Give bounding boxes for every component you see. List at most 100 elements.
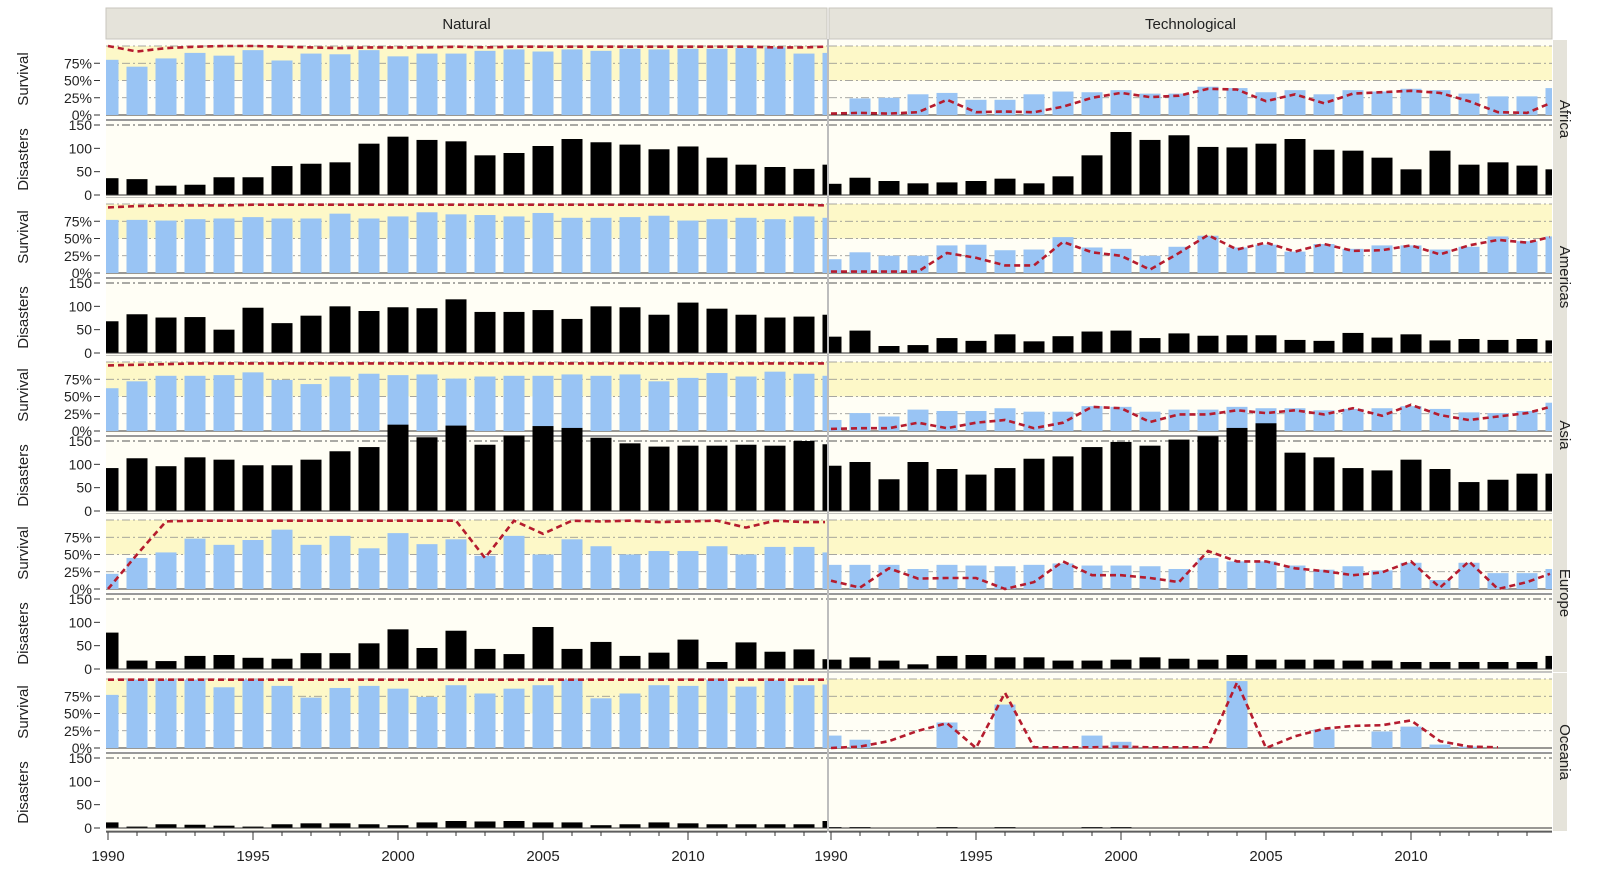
survival-tick-label: 25% [64,564,92,580]
disasters-bar [1371,337,1393,353]
disasters-panel-bg [829,754,1552,831]
survival-bar [387,688,409,748]
survival-bar [849,739,871,748]
survival-bar [706,219,728,273]
region-label-asia: Asia [1556,420,1573,450]
row-label-disasters: Disasters [15,602,32,665]
survival-bar [1226,406,1248,431]
survival-bar [677,551,699,589]
disasters-bar [561,648,583,669]
disasters-bar [677,639,699,669]
survival-bar [735,554,757,589]
survival-bar [155,552,177,589]
disasters-bar [829,336,842,353]
disasters-bar [648,446,670,511]
disasters-bar [878,479,900,511]
survival-bar [213,218,235,273]
survival-bar [445,378,467,431]
disasters-bar [1458,662,1480,669]
disasters-bar [1429,662,1451,669]
disasters-bar [532,426,554,511]
survival-tick-label: 75% [64,688,92,704]
survival-bar [213,544,235,589]
survival-bar [822,684,827,748]
survival-bar [271,218,293,273]
disasters-tick-label: 50 [76,797,92,813]
survival-bar [271,60,293,115]
survival-tick-label: 75% [64,529,92,545]
survival-tick-label: 0% [72,423,92,439]
survival-bar [1400,245,1422,273]
disasters-bar [793,168,815,195]
disasters-bar [106,822,119,828]
survival-tick-label: 50% [64,389,92,405]
survival-tick-label: 75% [64,371,92,387]
disasters-bar [907,183,929,195]
disasters-bar [242,307,264,353]
disasters-bar [213,177,235,195]
disasters-bar [1226,147,1248,195]
disasters-bar [358,311,380,353]
survival-bar [1458,93,1480,115]
disasters-bar [1545,473,1552,511]
survival-bar [503,688,525,748]
survival-bar [387,216,409,273]
survival-bar [1458,562,1480,589]
survival-bar [1284,251,1306,273]
survival-bar [1284,408,1306,431]
survival-bar [1110,90,1132,115]
disasters-bar [503,435,525,511]
survival-tick-label: 25% [64,723,92,739]
disasters-bar [1284,139,1306,195]
disasters-bar [416,437,438,511]
x-tick-label: 2010 [671,848,704,865]
survival-bar [300,53,322,115]
survival-bar [242,372,264,431]
disasters-bar [1168,439,1190,511]
survival-bar [735,376,757,431]
disasters-bar [936,338,958,353]
disasters-bar [907,664,929,669]
disasters-bar [242,657,264,669]
survival-bar [300,218,322,273]
disasters-bar [878,660,900,669]
survival-bar [242,50,264,115]
survival-bar [829,564,842,589]
disasters-bar [1313,149,1335,195]
survival-bar [590,546,612,589]
disasters-bar [936,182,958,195]
disasters-bar [503,311,525,353]
survival-bar [1110,741,1132,748]
disasters-bar [532,627,554,669]
disasters-bar [590,825,612,828]
survival-bar [503,216,525,273]
survival-bar [106,59,119,115]
survival-bar [1516,410,1538,431]
disasters-bar [619,144,641,195]
disasters-bar [474,311,496,353]
survival-bar [1545,568,1552,589]
disasters-tick-label: 100 [69,456,93,472]
survival-trend-line [107,203,826,209]
disasters-bar [329,653,351,669]
survival-bar [561,679,583,748]
disasters-bar [677,146,699,195]
disasters-bar [849,657,871,669]
survival-bar [1081,406,1103,431]
survival-bar [561,374,583,431]
disasters-tick-label: 100 [69,773,93,789]
survival-bar [735,48,757,115]
survival-bar [1516,241,1538,273]
x-tick-label: 1990 [814,848,847,865]
disasters-bar [242,465,264,511]
survival-bar [793,546,815,589]
survival-bar [822,552,827,589]
disasters-bar [1516,473,1538,511]
survival-bar [474,555,496,589]
survival-bar [213,687,235,748]
disasters-bar [764,824,786,828]
disasters-bar [300,823,322,828]
survival-tick-label: 0% [72,740,92,756]
disasters-bar [1516,662,1538,669]
survival-bar [387,375,409,431]
